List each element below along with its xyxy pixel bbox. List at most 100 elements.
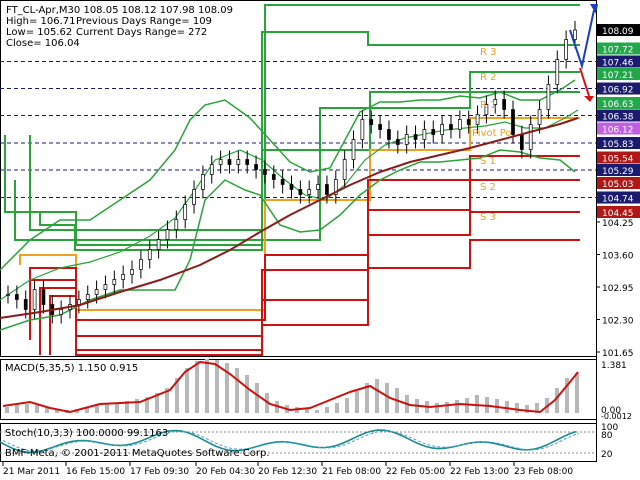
macd-bar: [515, 403, 519, 413]
candle-body: [236, 159, 241, 165]
macd-bar: [325, 407, 329, 413]
price-scale[interactable]: 108.09 107.72 107.46 107.21 106.92 106.63 106.…: [596, 24, 640, 359]
candle-body: [156, 239, 161, 250]
macd-bar: [335, 403, 339, 413]
macd-scale-bottom: -0.0012: [601, 412, 632, 421]
candle-body: [165, 229, 170, 240]
price-scale-label: 107.21: [602, 71, 634, 81]
candle-body: [15, 294, 19, 300]
macd-signal-line: [2, 360, 579, 414]
pivot-labels: R 3 R 2 R 1 Pivot Po S 1 S 2 S 3: [472, 47, 512, 223]
candle-body: [280, 179, 285, 185]
price-label-box: [597, 97, 640, 109]
symbol-header: FT_CL-Apr,M30 108.05 108.12 107.98 108.0…: [6, 5, 233, 49]
price-label-box: [597, 151, 640, 164]
candle-body: [564, 39, 568, 60]
time-label: 20 Feb 04:30: [196, 467, 255, 477]
upper-band: [0, 79, 576, 271]
candle-body: [174, 219, 179, 230]
macd-bar: [255, 383, 259, 413]
price-scale-label: 104.74: [602, 195, 634, 205]
candle-body: [307, 189, 312, 195]
candle-body: [112, 279, 117, 285]
pivot-label: S 3: [480, 212, 496, 223]
macd-bar: [175, 378, 179, 413]
macd-scale-top: 1.381: [601, 361, 627, 371]
price-scale-label: 106.38: [602, 113, 634, 123]
low-value: Low= 105.62: [6, 27, 72, 38]
price-label-box: [597, 191, 640, 204]
candle-body: [404, 134, 409, 145]
forecast-arrows: [569, 4, 598, 102]
macd-bar: [535, 403, 539, 413]
candle-body: [395, 139, 400, 145]
macd-bar: [345, 398, 349, 413]
price-label-box: [597, 164, 640, 176]
macd-bar: [5, 407, 9, 413]
candle-body: [325, 184, 329, 195]
pivot-label: Pivot Po: [472, 128, 512, 139]
macd-bar: [525, 405, 529, 413]
candle-body: [413, 134, 418, 140]
candle-body: [147, 249, 152, 260]
s2-step: [29, 179, 580, 340]
candle-body: [466, 119, 471, 125]
stochastic-lines: [0, 429, 596, 454]
price-scale-label: 105.54: [602, 155, 634, 165]
macd-bar: [225, 363, 229, 413]
moving-average-line: [0, 117, 579, 319]
time-label: 22 Feb 05:00: [386, 467, 445, 477]
time-label: 21 Mar 2011: [3, 467, 60, 477]
macd-bar: [465, 398, 469, 413]
candle-body: [139, 259, 143, 270]
stoch-scale-20: 20: [601, 450, 613, 460]
candle-body: [457, 119, 462, 130]
macd-bar: [115, 403, 119, 413]
macd-bar: [365, 383, 369, 413]
close-value: Close= 106.04: [6, 38, 80, 49]
time-label: 23 Feb 08:00: [514, 467, 573, 477]
macd-histogram: [2, 359, 579, 414]
macd-bar: [145, 397, 149, 413]
macd-bar: [565, 378, 569, 413]
time-label: 20 Feb 12:30: [258, 467, 317, 477]
candle-body: [333, 179, 338, 195]
current-days-range: Current Days Range= 272: [76, 27, 207, 38]
price-label-box: [597, 137, 640, 149]
pivot-label: R 3: [480, 47, 497, 58]
macd-scale-zero: 0.00: [601, 406, 621, 416]
macd-bar: [125, 401, 129, 413]
candle-body: [431, 129, 436, 135]
candle-body: [32, 289, 37, 310]
macd-bar: [305, 409, 309, 413]
candle-body: [289, 184, 294, 190]
candle-body: [449, 124, 453, 130]
macd-bar: [575, 373, 579, 413]
candle-body: [316, 184, 320, 190]
macd-bar: [445, 402, 449, 413]
copyright-text: BMF-Meta, © 2001-2011 MetaQuotes Softwar…: [5, 448, 270, 459]
price-label-box: [597, 24, 640, 36]
candle-body: [369, 119, 374, 125]
price-scale-label: 107.46: [602, 59, 634, 69]
macd-bar: [25, 404, 29, 413]
candle-body: [475, 114, 480, 125]
price-scale-label: 107.72: [602, 46, 634, 56]
candle-body: [422, 129, 427, 140]
candle-body: [41, 289, 46, 305]
pivot-label: S 1: [480, 156, 496, 167]
ohlc-line: FT_CL-Apr,M30 108.05 108.12 107.98 108.0…: [6, 5, 233, 16]
macd-bar: [355, 391, 359, 413]
price-scale-label: 105.29: [602, 167, 634, 177]
forecast-up-arrow: [569, 9, 595, 70]
candle-body: [183, 204, 188, 220]
candle-body: [387, 129, 391, 140]
macd-bar: [435, 403, 439, 413]
macd-bar: [475, 395, 479, 413]
price-label-box: [597, 82, 640, 95]
pivot-step: [19, 117, 580, 311]
candle-body: [440, 124, 444, 135]
candle-body: [298, 189, 303, 195]
candle-body: [263, 169, 267, 175]
